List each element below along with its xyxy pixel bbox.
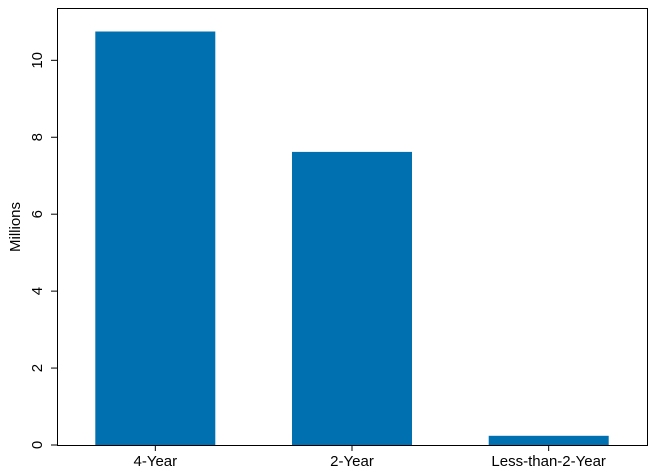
x-tick-label-4-year: 4-Year bbox=[134, 453, 178, 470]
x-axis: 4-Year 2-Year Less-than-2-Year bbox=[134, 445, 606, 470]
x-tick-label-less-than-2-year: Less-than-2-Year bbox=[491, 453, 606, 470]
y-tick-label: 4 bbox=[29, 287, 46, 295]
bars-group bbox=[95, 31, 609, 445]
y-tick-label: 10 bbox=[29, 52, 46, 69]
y-tick-label: 0 bbox=[29, 441, 46, 449]
bar-less-than-2-year bbox=[488, 435, 609, 445]
y-tick-label: 6 bbox=[29, 210, 46, 218]
bar-2-year bbox=[292, 151, 412, 445]
y-axis: 0 2 4 6 8 10 bbox=[29, 52, 58, 449]
y-axis-title: Millions bbox=[7, 202, 24, 252]
y-tick-label: 2 bbox=[29, 364, 46, 372]
bar-4-year bbox=[95, 31, 216, 445]
y-tick-label: 8 bbox=[29, 133, 46, 141]
x-tick-label-2-year: 2-Year bbox=[330, 453, 374, 470]
